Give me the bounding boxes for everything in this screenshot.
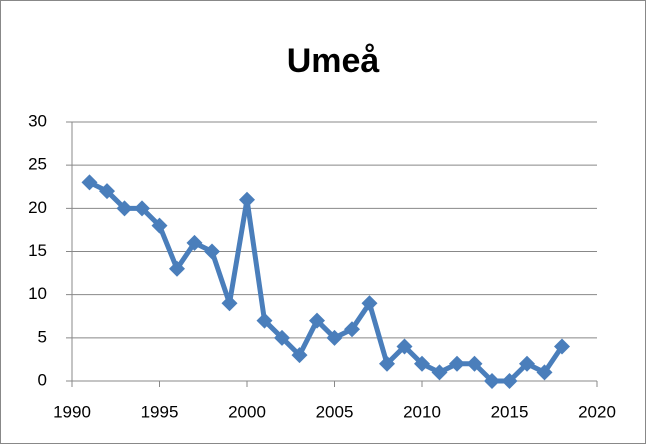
point-marker [186, 234, 203, 251]
x-tick-label: 2015 [491, 402, 529, 421]
x-tick-label: 2010 [403, 402, 441, 421]
point-marker [396, 338, 413, 355]
x-tick-label: 2020 [578, 402, 616, 421]
y-tick-label: 30 [28, 111, 47, 130]
y-tick-label: 0 [38, 370, 47, 389]
x-tick-label: 2000 [228, 402, 266, 421]
point-marker [274, 329, 290, 346]
point-marker [519, 355, 535, 372]
point-marker [239, 191, 255, 208]
series-line [88, 180, 565, 384]
point-marker [204, 243, 220, 260]
point-marker [309, 312, 325, 329]
y-tick-label: 10 [28, 284, 47, 303]
point-marker [169, 260, 185, 277]
x-tick-label: 1995 [141, 402, 179, 421]
point-marker [431, 364, 448, 381]
point-marker [466, 355, 483, 372]
point-marker [554, 338, 570, 355]
point-marker [484, 373, 500, 389]
y-tick-label: 15 [28, 241, 47, 260]
x-tick-label: 2005 [316, 402, 354, 421]
point-marker [291, 347, 308, 364]
point-marker [256, 312, 273, 329]
point-marker [221, 295, 238, 312]
point-marker [134, 200, 150, 217]
point-marker [501, 373, 518, 389]
point-marker [116, 200, 133, 217]
chart-title: Umeå [287, 42, 380, 80]
point-marker [326, 329, 343, 346]
y-tick-label: 5 [38, 327, 47, 346]
point-marker [449, 355, 465, 372]
point-marker [81, 174, 98, 191]
x-tick-label: 1990 [53, 402, 91, 421]
point-marker [344, 321, 360, 338]
point-marker [379, 355, 395, 372]
point-marker [151, 217, 168, 234]
point-marker [414, 355, 430, 372]
point-marker [99, 183, 115, 200]
y-tick-label: 20 [28, 198, 47, 217]
point-marker [536, 364, 553, 381]
point-marker [361, 295, 378, 312]
y-tick-label: 25 [28, 155, 47, 174]
